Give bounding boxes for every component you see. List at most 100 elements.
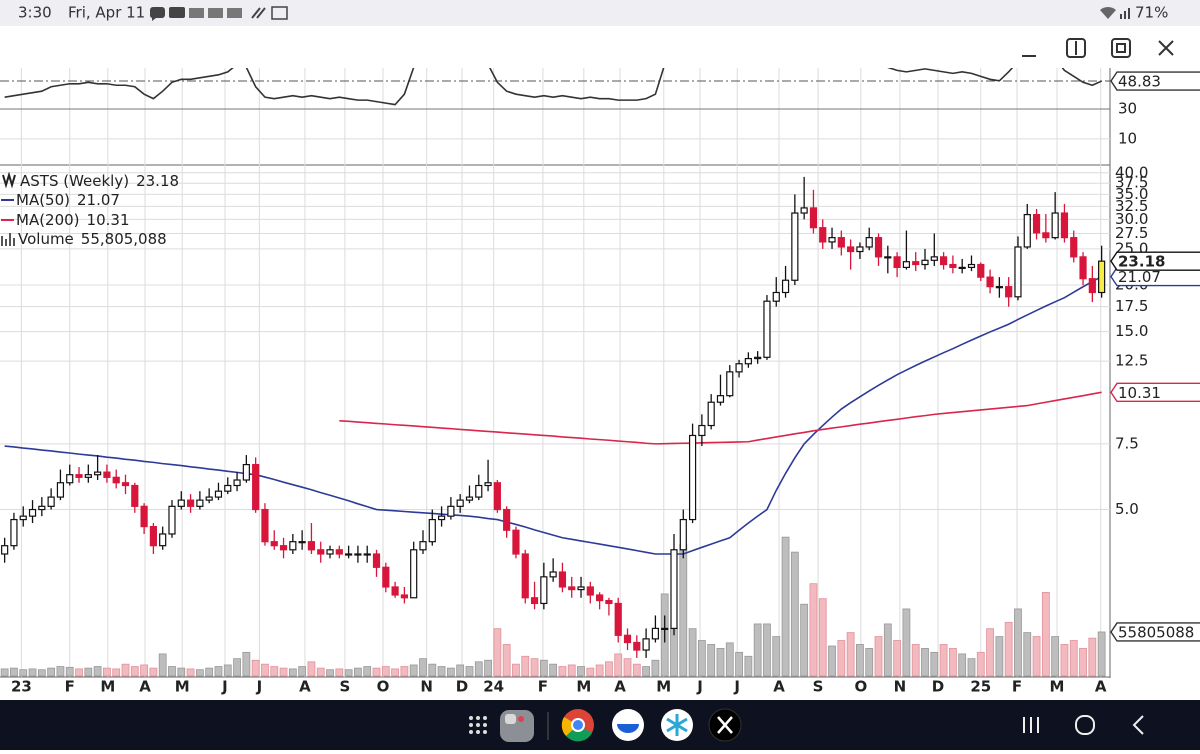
candles — [1, 176, 1106, 658]
candle-body — [1070, 237, 1078, 258]
x-tick-label: 23 — [11, 678, 32, 696]
candle-body — [214, 490, 223, 498]
volume-bar — [911, 644, 920, 677]
candle-body — [791, 212, 799, 281]
volume-bar — [707, 644, 716, 677]
volume-bar — [84, 667, 93, 677]
x-tick-label: F — [538, 678, 548, 696]
candle-body — [428, 518, 436, 543]
candle-body — [103, 471, 111, 478]
volume-bar — [735, 651, 743, 677]
candle-body — [335, 549, 343, 555]
x-app[interactable] — [708, 708, 742, 742]
ma200-value-box — [1110, 382, 1200, 403]
app-folder[interactable] — [500, 710, 534, 742]
volume-bar — [846, 632, 855, 677]
candle-body — [679, 518, 687, 551]
candle-body — [865, 237, 873, 248]
volume-bar — [967, 658, 976, 677]
volume-bar — [177, 667, 186, 677]
y-tick-label: 40.0 — [1115, 163, 1148, 181]
candle-body — [1060, 212, 1069, 239]
candle-body — [809, 207, 818, 229]
candle-body — [419, 541, 427, 551]
x-tick-label: F — [1012, 678, 1022, 696]
maximize-button[interactable] — [1111, 38, 1131, 58]
volume-bar — [725, 642, 734, 677]
candle-body — [623, 634, 632, 644]
volume-bar — [409, 664, 418, 677]
volume-bar — [921, 647, 929, 677]
volume-bar — [930, 651, 939, 677]
candle-body — [1042, 232, 1050, 239]
candle-body — [856, 246, 864, 253]
candle-body — [66, 474, 74, 484]
volume-bar — [233, 658, 241, 677]
candle-body — [558, 571, 567, 588]
candle-body — [159, 533, 167, 547]
volume-bar — [75, 668, 83, 677]
volume-bar — [605, 661, 613, 677]
axes: 23 F M A M J J A S O N D 24 F M A M J J A S O N D 25 F M A40.037.53… — [11, 71, 1200, 696]
window-controls[interactable] — [1022, 38, 1174, 58]
legend-name: MA(200) — [16, 211, 80, 229]
home-button[interactable] — [1075, 715, 1095, 735]
candle-body — [1088, 278, 1096, 294]
x-tick-label: M — [175, 678, 190, 696]
volume-bar — [307, 661, 316, 677]
candle-body — [847, 246, 855, 253]
volume-value: 55805088 — [1118, 623, 1194, 641]
candle-body — [149, 526, 157, 547]
candle-body — [939, 256, 948, 266]
split-button[interactable] — [1066, 38, 1086, 58]
candle-body — [503, 508, 511, 531]
indicator-value: 48.83 — [1118, 73, 1161, 91]
volume-bar — [1014, 608, 1022, 677]
close-button[interactable] — [1158, 40, 1174, 56]
candle-body — [270, 541, 278, 547]
volume-bar — [986, 628, 994, 677]
candle-body — [437, 515, 446, 521]
candle-body — [995, 286, 1003, 289]
volume-bar — [763, 623, 771, 677]
volume-bar — [865, 647, 874, 677]
candle-body — [902, 261, 911, 269]
candle-body — [549, 571, 557, 578]
recents-button[interactable] — [1023, 717, 1039, 733]
candle-body — [874, 237, 883, 258]
volume-bar — [558, 666, 567, 677]
legend-swatch — [1, 233, 15, 246]
volume-bar — [65, 666, 74, 677]
volume-bar — [948, 647, 957, 677]
candle-body — [121, 482, 130, 487]
candle-body — [307, 541, 316, 551]
back-button[interactable] — [1132, 715, 1144, 735]
volume-bar — [614, 653, 623, 677]
volume-bar — [837, 640, 846, 677]
apps-button[interactable] — [469, 716, 487, 734]
legend-name: ASTS (Weekly) — [20, 172, 129, 190]
volume-bar — [474, 661, 483, 677]
chrome-app[interactable] — [561, 709, 594, 742]
volume-bar — [140, 664, 148, 677]
candle-body — [977, 263, 985, 278]
y-tick-label: 30.0 — [1115, 210, 1148, 228]
x-tick-label: M — [100, 678, 115, 696]
candle-body — [279, 545, 288, 551]
y-tick-label: 37.5 — [1115, 174, 1148, 192]
volume-bar — [400, 666, 409, 677]
volume-bar — [874, 636, 883, 677]
candle-body — [744, 357, 752, 365]
app-icon[interactable] — [612, 709, 644, 741]
candle-body — [930, 256, 938, 261]
candle-body — [363, 553, 371, 556]
x-tick-label: O — [377, 678, 390, 696]
volume-bar — [437, 666, 446, 677]
candle-body — [781, 279, 790, 294]
candle-body — [605, 599, 613, 605]
app-icon[interactable] — [661, 709, 693, 741]
candle-body — [456, 499, 464, 507]
volume-bar — [1097, 631, 1106, 677]
volume-bar — [586, 667, 595, 677]
candle-body — [707, 401, 715, 427]
